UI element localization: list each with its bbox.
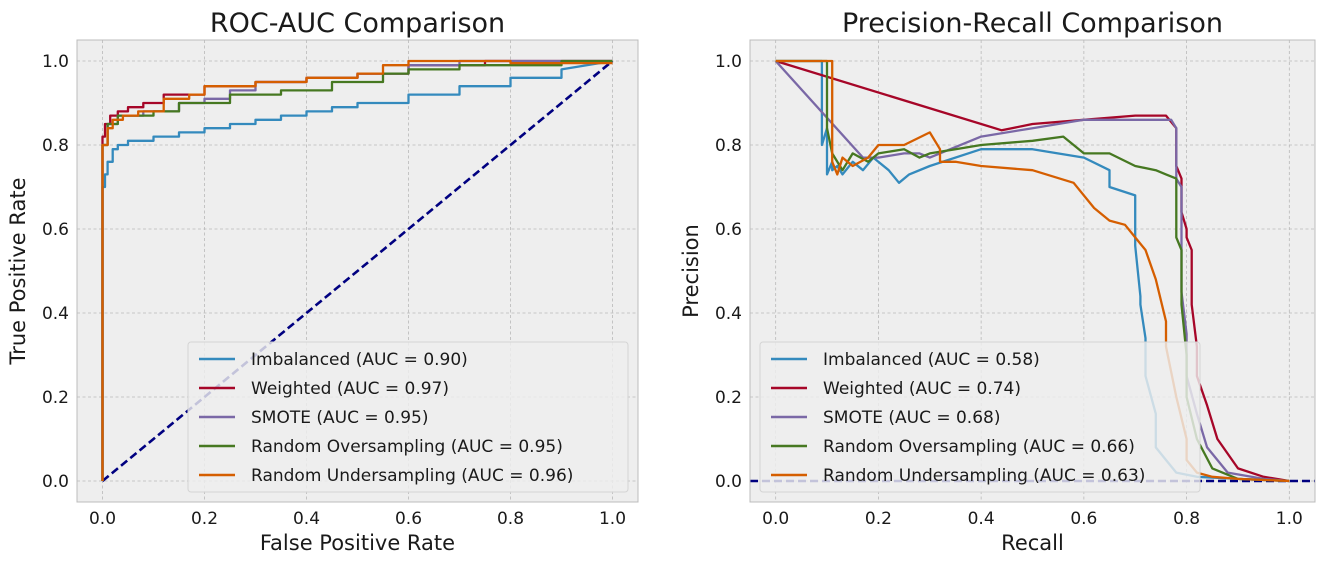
x-axis-label: False Positive Rate — [260, 531, 455, 555]
x-tick-label: 0.6 — [395, 509, 422, 529]
series-line-0 — [101, 59, 613, 481]
series-line-4 — [101, 59, 613, 481]
series-line-3 — [101, 59, 613, 481]
legend-entry: Random Undersampling (AUC = 0.63) — [823, 466, 1145, 486]
x-axis-label: Recall — [1001, 531, 1064, 555]
legend-entry: Random Oversampling (AUC = 0.66) — [823, 437, 1135, 457]
x-tick-label: 0.6 — [1070, 509, 1097, 529]
y-tick-label: 0.0 — [715, 472, 742, 492]
legend-entry: Weighted (AUC = 0.97) — [251, 379, 449, 399]
y-tick-label: 0.0 — [42, 472, 69, 492]
y-tick-label: 0.4 — [42, 304, 69, 324]
legend-entry: Random Oversampling (AUC = 0.95) — [251, 437, 563, 457]
plot-frame — [76, 39, 639, 503]
y-axis-label: Precision — [679, 224, 703, 318]
x-tick-label: 0.8 — [497, 509, 524, 529]
chart-title: ROC-AUC Comparison — [210, 8, 505, 39]
x-tick-label: 1.0 — [599, 509, 626, 529]
chart-title: Precision-Recall Comparison — [842, 8, 1223, 39]
legend-entry: Weighted (AUC = 0.74) — [823, 379, 1021, 399]
y-tick-label: 1.0 — [715, 52, 742, 72]
y-tick-label: 0.6 — [42, 220, 69, 240]
y-tick-label: 0.8 — [715, 136, 742, 156]
y-tick-label: 0.8 — [42, 136, 69, 156]
legend-box — [187, 341, 629, 493]
y-tick-label: 0.2 — [42, 388, 69, 408]
y-tick-label: 0.2 — [715, 388, 742, 408]
legend: Imbalanced (AUC = 0.58) Weighted (AUC = 0… — [759, 341, 1201, 493]
legend: Imbalanced (AUC = 0.90) Weighted (AUC = 0… — [187, 341, 629, 493]
plot-frame — [749, 39, 1316, 503]
x-tick-label: 0.2 — [865, 509, 892, 529]
roc-chart: 0.0 0.2 0.4 0.6 0.8 1.0 0.0 0.2 0.4 0.6 0.8 1.0 Imba… — [6, 8, 639, 555]
y-tick-label: 0.6 — [715, 220, 742, 240]
series-line-1 — [775, 59, 1290, 483]
x-tick-label: 1.0 — [1276, 509, 1303, 529]
x-tick-label: 0.2 — [191, 509, 218, 529]
precision-recall-chart: 0.0 0.2 0.4 0.6 0.8 1.0 0.0 0.2 0.4 0.6 0.8 1.0 Imba… — [679, 8, 1316, 555]
x-tick-label: 0.0 — [89, 509, 116, 529]
x-tick-label: 0.4 — [968, 509, 995, 529]
legend-entry: Imbalanced (AUC = 0.58) — [823, 350, 1040, 370]
legend-entry: SMOTE (AUC = 0.95) — [251, 408, 428, 428]
x-tick-label: 0.4 — [293, 509, 320, 529]
legend-box — [759, 341, 1201, 493]
x-tick-label: 0.0 — [762, 509, 789, 529]
legend-entry: Imbalanced (AUC = 0.90) — [251, 350, 468, 370]
y-tick-label: 0.4 — [715, 304, 742, 324]
x-tick-label: 0.8 — [1173, 509, 1200, 529]
y-tick-label: 1.0 — [42, 52, 69, 72]
legend-entry: Random Undersampling (AUC = 0.96) — [251, 466, 573, 486]
legend-entry: SMOTE (AUC = 0.68) — [823, 408, 1000, 428]
y-axis-label: True Positive Rate — [6, 177, 30, 365]
